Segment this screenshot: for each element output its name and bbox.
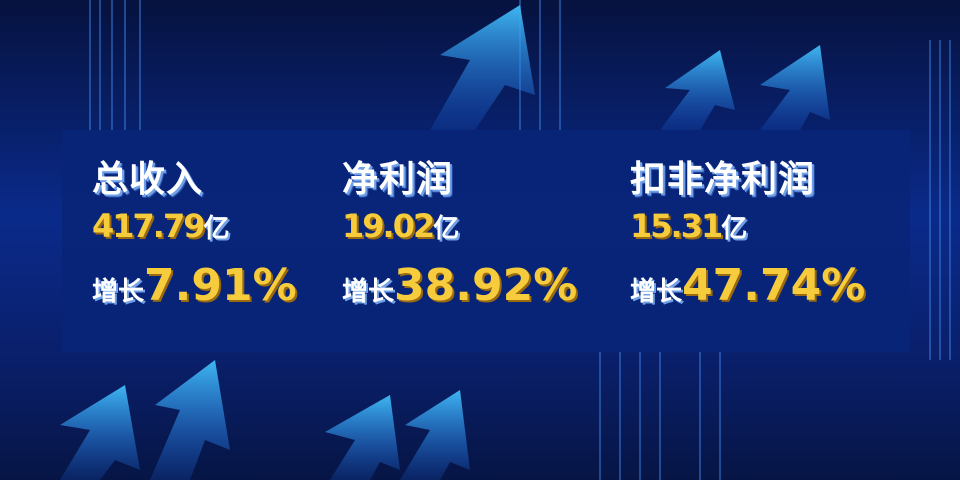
up-arrow-icon — [60, 5, 830, 480]
metric-title: 总收入 — [92, 159, 204, 200]
metric-title: 净利润 — [342, 159, 454, 200]
metric-amount: 15.31 — [630, 207, 723, 245]
metric-unit: 亿 — [203, 214, 230, 244]
growth-value: 47.74% — [682, 260, 866, 311]
metric-unit: 亿 — [721, 214, 748, 244]
growth-value: 7.91% — [144, 260, 297, 311]
metric-total-revenue: 总收入 417.79亿 增长7.91% — [92, 160, 297, 321]
growth-value: 38.92% — [394, 260, 578, 311]
growth-label: 增长 — [630, 277, 683, 307]
growth-label: 增长 — [342, 277, 395, 307]
metric-title: 扣非净利润 — [630, 159, 816, 200]
metric-unit: 亿 — [433, 214, 460, 244]
metric-amount: 417.79 — [92, 207, 205, 245]
metrics-panel: 总收入 417.79亿 增长7.91% 净利润 19.02亿 增长38.92% … — [62, 130, 910, 352]
metric-amount: 19.02 — [342, 207, 435, 245]
metric-deducted-net-profit: 扣非净利润 15.31亿 增长47.74% — [630, 160, 865, 321]
growth-label: 增长 — [92, 277, 145, 307]
metric-net-profit: 净利润 19.02亿 增长38.92% — [342, 160, 577, 321]
